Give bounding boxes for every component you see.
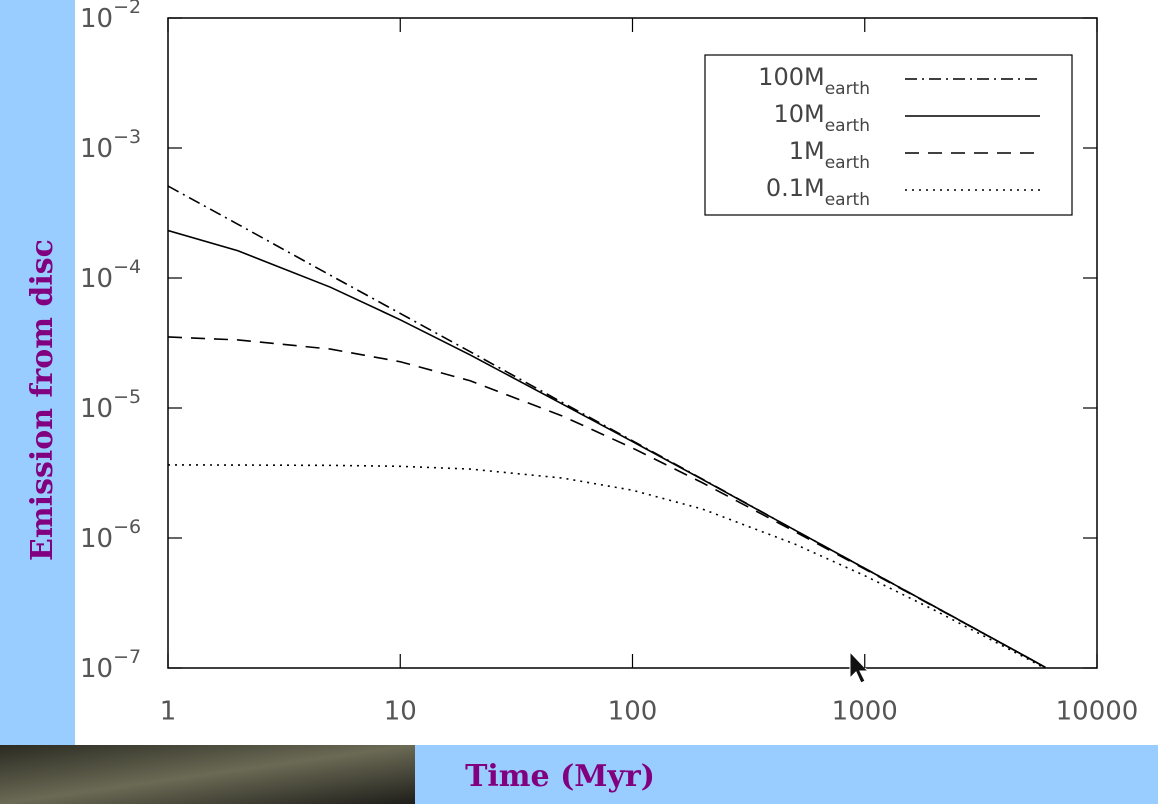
y-tick-label: 10−6 bbox=[80, 516, 141, 554]
legend-label: 0.1Mearth bbox=[766, 174, 870, 210]
legend-label: 10Mearth bbox=[773, 100, 870, 136]
series-group bbox=[168, 185, 1046, 668]
series-line bbox=[168, 464, 1046, 668]
x-tick-label: 100 bbox=[608, 697, 658, 727]
y-tick-label: 10−4 bbox=[80, 256, 141, 294]
x-tick-label: 1000 bbox=[832, 697, 898, 727]
y-axis-label: Emission from disc bbox=[25, 239, 60, 561]
legend-box bbox=[704, 54, 1073, 216]
y-tick-label: 10−7 bbox=[80, 646, 141, 684]
series-line bbox=[168, 229, 1046, 668]
legend-label: 1Mearth bbox=[789, 137, 870, 173]
y-tick-label: 10−2 bbox=[80, 0, 141, 34]
x-tick-label: 10 bbox=[384, 697, 417, 727]
photo-strip bbox=[0, 745, 415, 804]
x-axis-label: Time (Myr) bbox=[465, 759, 655, 794]
y-tick-label: 10−3 bbox=[80, 126, 141, 164]
x-tick-label: 1 bbox=[160, 697, 177, 727]
y-tick-label: 10−5 bbox=[80, 386, 141, 424]
legend-label: 100Mearth bbox=[758, 63, 870, 99]
series-line bbox=[168, 336, 1046, 668]
mouse-cursor bbox=[849, 650, 870, 684]
x-tick-label: 10000 bbox=[1056, 697, 1139, 727]
